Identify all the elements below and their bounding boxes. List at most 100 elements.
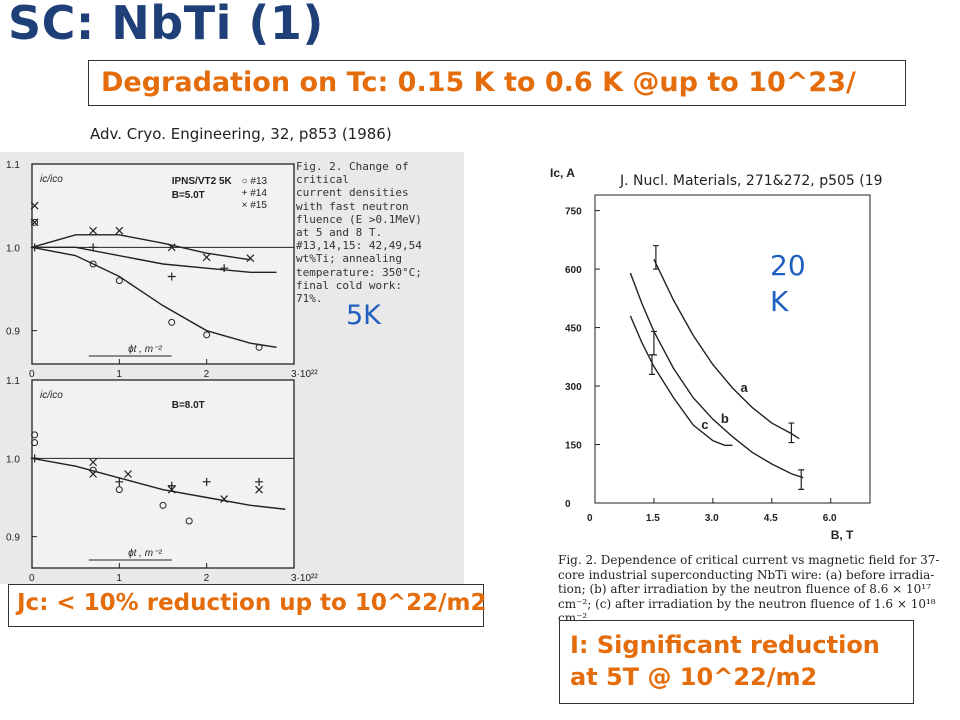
- caption-line: fluence (E >0.1MeV): [296, 212, 422, 226]
- data-point-circle: [159, 501, 167, 509]
- data-point-circle: [255, 343, 263, 351]
- data-point-cross: [255, 485, 263, 494]
- data-point-plus: [89, 243, 98, 252]
- y-tick-label: 450: [565, 324, 582, 335]
- i-summary-line2: at 5T @ 10^22/m2: [570, 663, 818, 691]
- data-point-circle: [89, 260, 97, 268]
- data-point-cross: [167, 485, 176, 494]
- caption-line: Fig. 2. Dependence of critical current v…: [558, 553, 940, 567]
- label-5k: 5K: [346, 300, 381, 331]
- data-point-cross: [30, 218, 39, 227]
- slide-title: SC: NbTi (1): [8, 0, 324, 50]
- x-tick-label: 4.5: [764, 513, 778, 524]
- curve-label-a: a: [741, 380, 749, 395]
- data-point-cross: [89, 226, 98, 235]
- caption-line: core industrial superconducting NbTi wir…: [558, 567, 935, 582]
- y-tick-label: 150: [565, 441, 582, 452]
- label-20k-line2: K: [770, 285, 789, 318]
- error-bar: [798, 469, 805, 490]
- right-figure: 0 150 300 450 600 750 0 1.5 3.0 4.5 6.0 Ic, A B, T a b…: [540, 155, 950, 575]
- field-label: B=5.0T: [172, 190, 205, 201]
- y-tick-label: 300: [565, 382, 582, 393]
- y-tick-label: 0.9: [6, 327, 20, 338]
- y-tick-label: 1.1: [6, 376, 20, 387]
- fit-curve-14: [32, 246, 277, 274]
- curve-b: [629, 272, 804, 479]
- caption-line: wt%Ti; annealing: [296, 252, 402, 266]
- data-point-cross: [246, 254, 255, 263]
- data-point-circle: [203, 331, 211, 339]
- fit-curve-13: [31, 457, 286, 510]
- y-tick-label: 0: [565, 499, 571, 510]
- plot-frame: [594, 194, 871, 504]
- data-point-circle: [31, 439, 39, 447]
- x-tick-label: 0: [29, 369, 35, 380]
- left-figure-svg: 1.1 1.0 0.9 0 1 2 3·10²² ic/ico ϕt , m⁻² IPNS/VT2…: [6, 160, 318, 584]
- curve-c: [629, 315, 733, 446]
- data-point-cross: [124, 470, 132, 478]
- data-point-cross: [220, 495, 229, 503]
- x-tick-label: 2: [204, 369, 210, 380]
- y-axis-label: Ic, A: [550, 166, 575, 180]
- data-point-cross: [89, 470, 98, 478]
- panel-annotation: IPNS/VT2 5K: [172, 176, 233, 187]
- curve-label-b: b: [721, 411, 729, 426]
- error-bar: [652, 245, 659, 270]
- subtitle-box: Degradation on Tc: 0.15 K to 0.6 K @up t…: [88, 60, 906, 106]
- caption-line: at 5 and 8 T.: [296, 226, 383, 240]
- plot-frame: [31, 379, 295, 569]
- reference-left: Adv. Cryo. Engineering, 32, p853 (1986): [90, 125, 392, 143]
- x-tick-label: 2: [204, 573, 210, 584]
- data-point-circle: [168, 318, 176, 326]
- curve-a: [653, 259, 800, 440]
- x-tick-label: 0: [587, 513, 593, 524]
- caption-line: current densities: [296, 186, 409, 200]
- y-tick-label: 600: [565, 265, 582, 276]
- data-point-plus: [167, 481, 176, 490]
- data-point-circle: [31, 218, 39, 226]
- x-tick-label: 6.0: [823, 513, 837, 524]
- data-point-cross: [202, 253, 211, 262]
- y-axis-label: ic/ico: [40, 390, 63, 401]
- caption-line: cm⁻²; (c) after irradiation by the neutr…: [558, 596, 936, 611]
- legend-entry: ○ #13: [242, 176, 268, 187]
- caption-line: tion; (b) after irradiation by the neutr…: [558, 582, 931, 596]
- data-point-cross: [115, 226, 124, 235]
- data-point-cross: [30, 201, 39, 210]
- data-point-circle: [89, 466, 97, 474]
- x-tick-label: 1: [116, 573, 122, 584]
- caption-line: 71%.: [296, 292, 323, 306]
- right-figure-svg: 0 150 300 450 600 750 0 1.5 3.0 4.5 6.0 Ic, A B, T a b…: [550, 166, 871, 542]
- data-point-plus: [167, 272, 176, 281]
- label-20k-line1: 20: [770, 249, 806, 282]
- data-point-plus: [255, 477, 264, 486]
- x-axis-label: ϕt , m⁻²: [128, 548, 162, 559]
- left-figure-caption: Fig. 2. Change of critical current densi…: [296, 160, 464, 305]
- jc-summary-text: Jc: < 10% reduction up to 10^22/m2: [17, 590, 487, 616]
- x-tick-label: 3·10²²: [291, 369, 318, 380]
- data-point-circle: [31, 431, 39, 439]
- data-point-cross: [89, 458, 98, 467]
- subtitle-text: Degradation on Tc: 0.15 K to 0.6 K @up t…: [101, 67, 856, 98]
- x-axis-label: B, T: [831, 528, 854, 542]
- caption-line: #13,14,15: 42,49,54: [296, 239, 422, 253]
- error-bar: [648, 354, 655, 375]
- curve-label-c: c: [701, 417, 708, 432]
- caption-line: with fast neutron: [296, 199, 409, 213]
- data-point-plus: [220, 264, 229, 273]
- y-axis-label: ic/ico: [40, 174, 63, 185]
- caption-line: final cold work:: [296, 278, 402, 292]
- i-summary-text: I: Significant reduction at 5T @ 10^22/m…: [570, 629, 880, 693]
- right-figure-caption: Fig. 2. Dependence of critical current v…: [558, 553, 953, 626]
- y-tick-label: 1.0: [6, 243, 20, 254]
- data-point-cross: [167, 243, 176, 252]
- data-point-plus: [115, 477, 124, 486]
- data-point-circle: [185, 517, 193, 525]
- caption-line: Fig. 2. Change of critical: [296, 160, 409, 187]
- x-axis-label: ϕt , m⁻²: [128, 344, 162, 355]
- label-20k: 20 K: [770, 248, 810, 320]
- y-tick-label: 750: [565, 207, 582, 218]
- fit-curve-15: [31, 234, 251, 261]
- y-tick-label: 1.1: [6, 160, 20, 171]
- left-figure: 1.1 1.0 0.9 0 1 2 3·10²² ic/ico ϕt , m⁻² IPNS/VT2…: [0, 152, 464, 584]
